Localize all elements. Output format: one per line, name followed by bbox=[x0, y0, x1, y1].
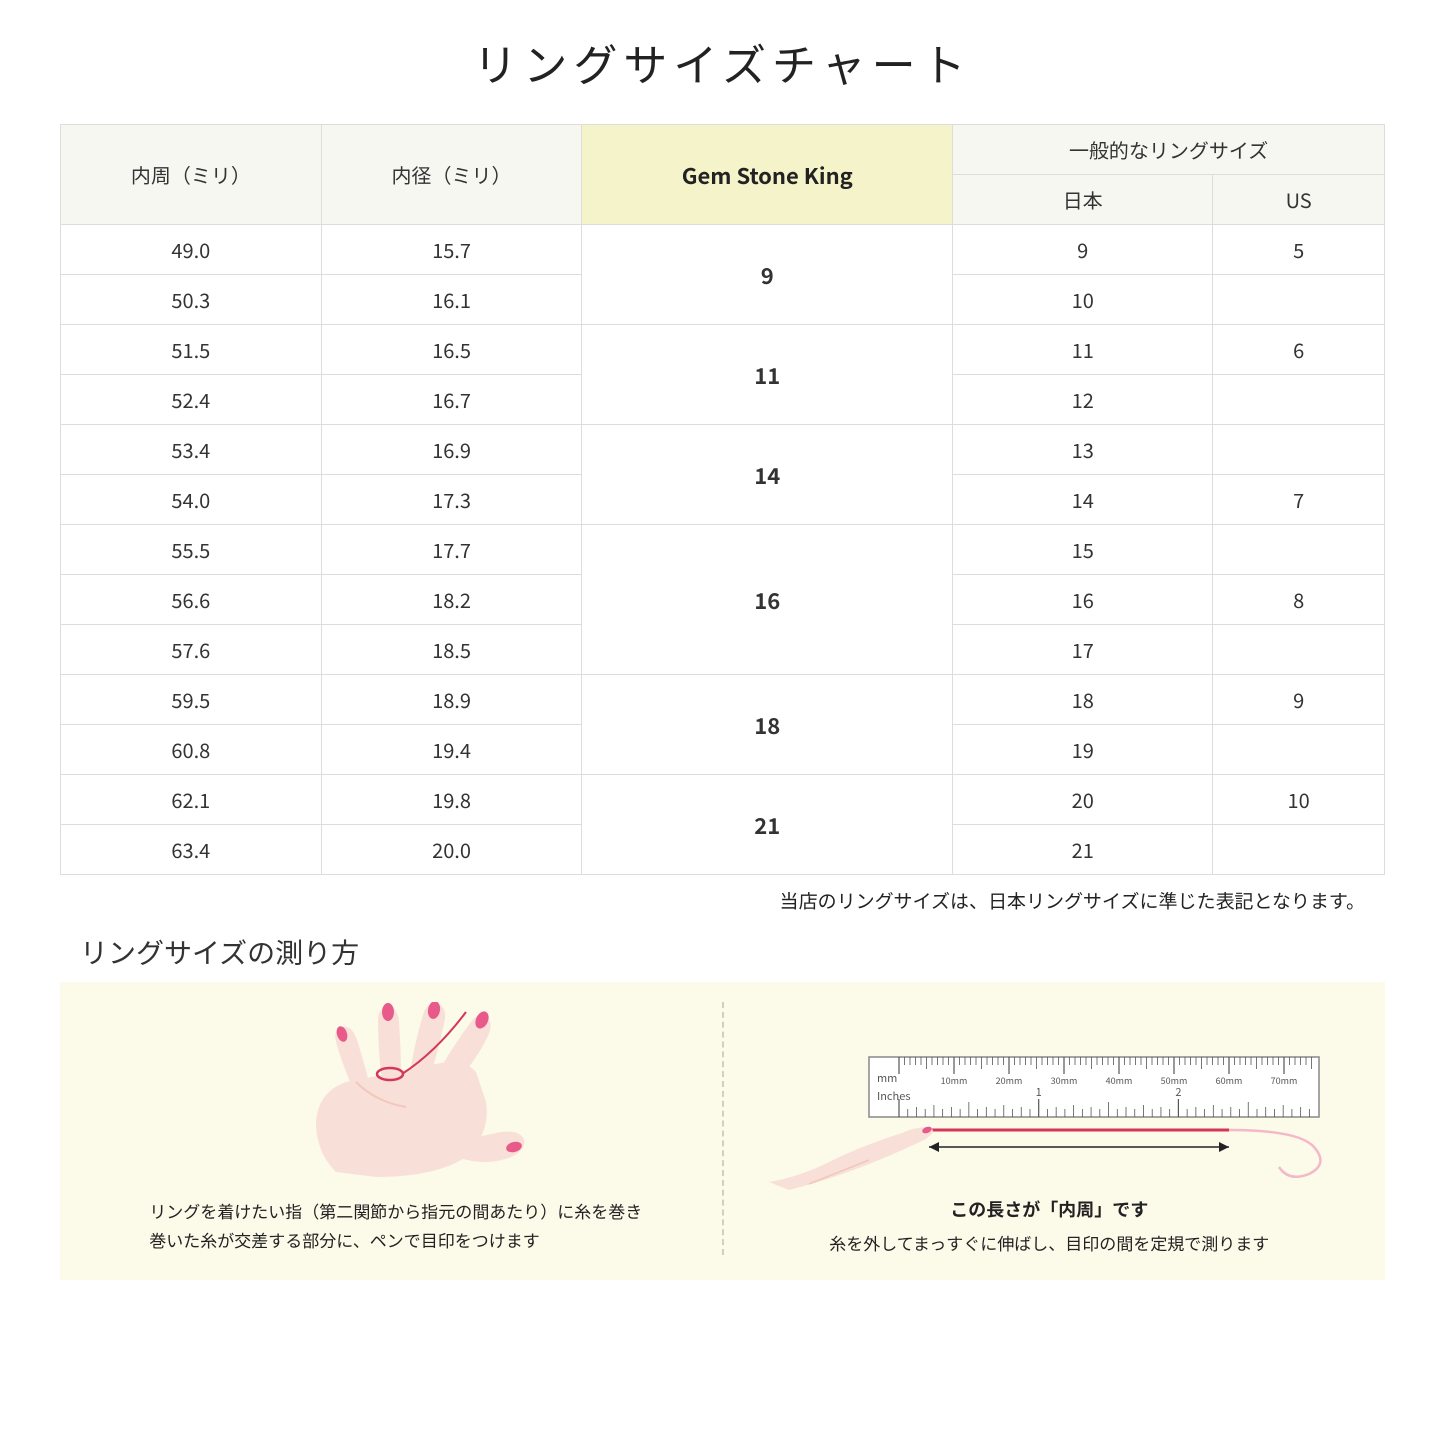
cell-diameter: 18.5 bbox=[321, 625, 582, 675]
cell-circumference: 52.4 bbox=[61, 375, 322, 425]
cell-diameter: 17.7 bbox=[321, 525, 582, 575]
col-general: 一般的なリングサイズ bbox=[953, 125, 1385, 175]
howto-right: 10mm 20mm 30mm 40mm 50mm 60mm 70mm 1 2 mm Inches bbox=[744, 1002, 1356, 1255]
svg-text:50mm: 50mm bbox=[1161, 1074, 1188, 1087]
cell-circumference: 54.0 bbox=[61, 475, 322, 525]
table-row: 49.015.7995 bbox=[61, 225, 1385, 275]
cell-us: 5 bbox=[1213, 225, 1385, 275]
cell-diameter: 19.4 bbox=[321, 725, 582, 775]
cell-circumference: 50.3 bbox=[61, 275, 322, 325]
cell-us bbox=[1213, 725, 1385, 775]
howto-divider bbox=[722, 1002, 724, 1255]
svg-text:30mm: 30mm bbox=[1051, 1074, 1078, 1087]
cell-us: 9 bbox=[1213, 675, 1385, 725]
col-us: US bbox=[1213, 175, 1385, 225]
cell-gsk: 18 bbox=[582, 675, 953, 775]
cell-diameter: 20.0 bbox=[321, 825, 582, 875]
cell-gsk: 9 bbox=[582, 225, 953, 325]
cell-japan: 10 bbox=[953, 275, 1213, 325]
measure-length-label: この長さが「内周」です bbox=[950, 1196, 1148, 1222]
cell-us bbox=[1213, 625, 1385, 675]
howto-left-line1: リングを着けたい指（第二関節から指元の間あたり）に糸を巻き bbox=[149, 1197, 642, 1226]
cell-circumference: 56.6 bbox=[61, 575, 322, 625]
col-circumference: 内周（ミリ） bbox=[61, 125, 322, 225]
cell-japan: 18 bbox=[953, 675, 1213, 725]
cell-us: 7 bbox=[1213, 475, 1385, 525]
cell-diameter: 18.9 bbox=[321, 675, 582, 725]
cell-circumference: 55.5 bbox=[61, 525, 322, 575]
table-row: 53.416.91413 bbox=[61, 425, 1385, 475]
cell-diameter: 16.9 bbox=[321, 425, 582, 475]
cell-japan: 20 bbox=[953, 775, 1213, 825]
svg-text:2: 2 bbox=[1176, 1084, 1182, 1100]
cell-circumference: 49.0 bbox=[61, 225, 322, 275]
col-japan: 日本 bbox=[953, 175, 1213, 225]
howto-panel: リングを着けたい指（第二関節から指元の間あたり）に糸を巻き 巻いた糸が交差する部… bbox=[60, 982, 1385, 1280]
hand-with-thread-illustration bbox=[256, 1002, 536, 1182]
svg-text:1: 1 bbox=[1036, 1084, 1042, 1100]
page-title: リングサイズチャート bbox=[60, 30, 1385, 94]
ruler-mm-label: mm bbox=[877, 1070, 897, 1086]
ring-size-table: 内周（ミリ） 内径（ミリ） Gem Stone King 一般的なリングサイズ … bbox=[60, 124, 1385, 875]
svg-text:40mm: 40mm bbox=[1106, 1074, 1133, 1087]
howto-title: リングサイズの測り方 bbox=[80, 932, 1385, 972]
table-row: 55.517.71615 bbox=[61, 525, 1385, 575]
cell-japan: 13 bbox=[953, 425, 1213, 475]
cell-japan: 17 bbox=[953, 625, 1213, 675]
cell-gsk: 14 bbox=[582, 425, 953, 525]
cell-us bbox=[1213, 275, 1385, 325]
cell-japan: 15 bbox=[953, 525, 1213, 575]
cell-diameter: 15.7 bbox=[321, 225, 582, 275]
cell-us: 10 bbox=[1213, 775, 1385, 825]
cell-circumference: 57.6 bbox=[61, 625, 322, 675]
cell-japan: 9 bbox=[953, 225, 1213, 275]
table-row: 62.119.8212010 bbox=[61, 775, 1385, 825]
cell-gsk: 16 bbox=[582, 525, 953, 675]
cell-diameter: 19.8 bbox=[321, 775, 582, 825]
cell-japan: 21 bbox=[953, 825, 1213, 875]
cell-us bbox=[1213, 525, 1385, 575]
col-diameter: 内径（ミリ） bbox=[321, 125, 582, 225]
howto-right-text: 糸を外してまっすぐに伸ばし、目印の間を定規で測ります bbox=[829, 1230, 1269, 1255]
cell-circumference: 51.5 bbox=[61, 325, 322, 375]
ruler-inches-label: Inches bbox=[877, 1088, 910, 1104]
size-note: 当店のリングサイズは、日本リングサイズに準じた表記となります。 bbox=[60, 887, 1385, 914]
cell-japan: 14 bbox=[953, 475, 1213, 525]
cell-japan: 19 bbox=[953, 725, 1213, 775]
cell-diameter: 17.3 bbox=[321, 475, 582, 525]
cell-diameter: 16.1 bbox=[321, 275, 582, 325]
cell-diameter: 16.7 bbox=[321, 375, 582, 425]
svg-text:20mm: 20mm bbox=[996, 1074, 1023, 1087]
ruler-and-hand-illustration: 10mm 20mm 30mm 40mm 50mm 60mm 70mm 1 2 mm Inches bbox=[769, 1052, 1329, 1192]
cell-us bbox=[1213, 375, 1385, 425]
cell-us: 8 bbox=[1213, 575, 1385, 625]
howto-left-line2: 巻いた糸が交差する部分に、ペンで目印をつけます bbox=[149, 1226, 642, 1255]
cell-gsk: 21 bbox=[582, 775, 953, 875]
svg-text:70mm: 70mm bbox=[1271, 1074, 1298, 1087]
table-row: 51.516.511116 bbox=[61, 325, 1385, 375]
cell-japan: 11 bbox=[953, 325, 1213, 375]
cell-us: 6 bbox=[1213, 325, 1385, 375]
cell-us bbox=[1213, 425, 1385, 475]
cell-circumference: 62.1 bbox=[61, 775, 322, 825]
col-gsk: Gem Stone King bbox=[582, 125, 953, 225]
cell-circumference: 59.5 bbox=[61, 675, 322, 725]
cell-japan: 12 bbox=[953, 375, 1213, 425]
cell-gsk: 11 bbox=[582, 325, 953, 425]
cell-circumference: 60.8 bbox=[61, 725, 322, 775]
cell-circumference: 63.4 bbox=[61, 825, 322, 875]
svg-text:10mm: 10mm bbox=[941, 1074, 968, 1087]
svg-text:60mm: 60mm bbox=[1216, 1074, 1243, 1087]
cell-us bbox=[1213, 825, 1385, 875]
cell-circumference: 53.4 bbox=[61, 425, 322, 475]
cell-diameter: 16.5 bbox=[321, 325, 582, 375]
table-row: 59.518.918189 bbox=[61, 675, 1385, 725]
howto-left-text: リングを着けたい指（第二関節から指元の間あたり）に糸を巻き 巻いた糸が交差する部… bbox=[149, 1197, 642, 1255]
cell-japan: 16 bbox=[953, 575, 1213, 625]
howto-left: リングを着けたい指（第二関節から指元の間あたり）に糸を巻き 巻いた糸が交差する部… bbox=[90, 1002, 702, 1255]
cell-diameter: 18.2 bbox=[321, 575, 582, 625]
